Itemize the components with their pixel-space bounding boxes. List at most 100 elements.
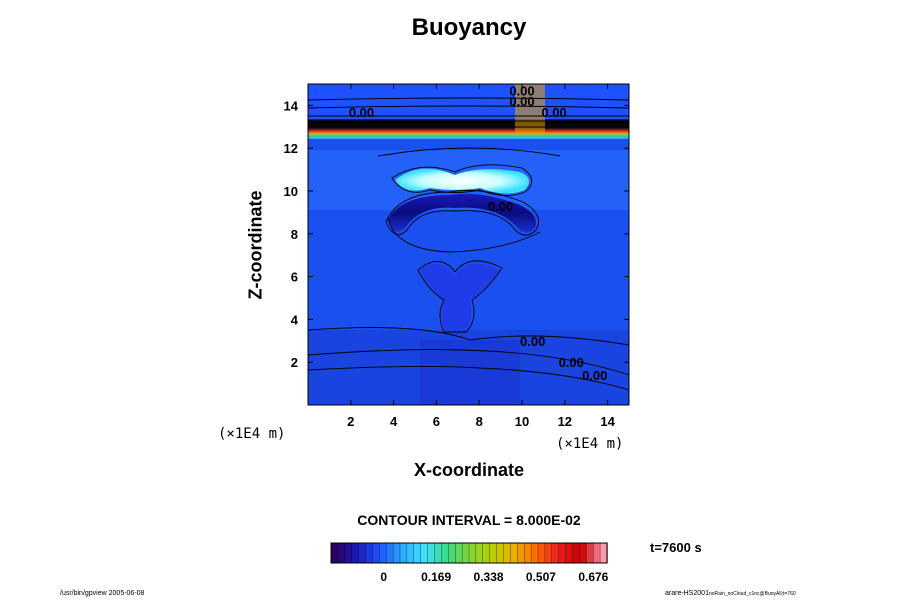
colorbar-cell bbox=[593, 542, 601, 564]
footer-right-sub: noRain_noCloud_c1nc@BuoyAll;t=760 bbox=[708, 591, 796, 597]
footer-left: /usr/bin/gpview 2005-06-08 bbox=[60, 590, 145, 597]
contour-line bbox=[308, 97, 629, 101]
contour-line bbox=[308, 349, 629, 376]
x-axis-label: X-coordinate bbox=[413, 460, 524, 480]
contour-label: 0.00 bbox=[559, 355, 584, 370]
colorbar-cell bbox=[475, 542, 484, 564]
colorbar-cell bbox=[399, 542, 408, 564]
colorbar-cell bbox=[420, 542, 429, 564]
colorbar-cell bbox=[441, 542, 449, 564]
y-tick-label: 4 bbox=[291, 312, 299, 327]
y-tick-label: 6 bbox=[291, 270, 298, 285]
contour-line bbox=[308, 327, 629, 346]
x-tick-label: 4 bbox=[390, 414, 398, 429]
colorbar-cell bbox=[558, 542, 567, 564]
colorbar-cell bbox=[358, 542, 367, 564]
x-tick-label: 14 bbox=[600, 414, 615, 429]
colorbar-cell bbox=[468, 542, 477, 564]
colorbar-cell bbox=[386, 542, 394, 564]
plume-stem bbox=[420, 263, 500, 330]
colorbar-cell bbox=[503, 542, 512, 564]
colorbar-cell bbox=[337, 542, 346, 564]
colorbar-cell bbox=[406, 542, 415, 564]
colorbar-tick-label: 0.338 bbox=[474, 570, 504, 584]
contour-line bbox=[308, 365, 629, 391]
contour-label: 0.00 bbox=[582, 368, 607, 383]
contour-label: 0.00 bbox=[541, 105, 566, 120]
colorbar-cell bbox=[599, 542, 608, 564]
cold-cap bbox=[395, 168, 529, 194]
colorbar-cell bbox=[489, 542, 498, 564]
x-tick-label: 10 bbox=[515, 414, 529, 429]
contour-line bbox=[377, 147, 561, 157]
footer-right: arare-HS2001noRain_noCloud_c1nc@BuoyAll;… bbox=[665, 590, 796, 597]
contour-line bbox=[385, 189, 540, 236]
colorbar-cell bbox=[448, 542, 456, 564]
y-tick-label: 14 bbox=[284, 98, 299, 113]
colorbar-cell bbox=[551, 542, 560, 564]
footer-right-main: arare-HS2001 bbox=[665, 590, 709, 597]
colorbar-tick-label: 0.507 bbox=[526, 570, 556, 584]
colorbar-tick-label: 0.169 bbox=[421, 570, 451, 584]
stratified-band bbox=[308, 119, 629, 139]
colorbar-tick-label: 0.676 bbox=[578, 570, 608, 584]
y-ticks-group: 2 4 6 8 10 12 14 bbox=[284, 98, 629, 370]
y-tick-label: 12 bbox=[284, 141, 298, 156]
colorbar-cell bbox=[365, 542, 374, 564]
vertical-streak bbox=[515, 84, 545, 134]
contour-label: 0.00 bbox=[349, 105, 374, 120]
colorbar-cell bbox=[413, 542, 422, 564]
x-tick-label: 6 bbox=[433, 414, 440, 429]
y-tick-label: 8 bbox=[291, 227, 298, 242]
warm-arch bbox=[388, 193, 536, 233]
colorbar-cell bbox=[524, 542, 532, 564]
y-tick-label: 10 bbox=[284, 184, 298, 199]
colorbar-cell bbox=[537, 542, 546, 564]
colorbar-tick-label: 0 bbox=[380, 570, 387, 584]
colorbar-cell bbox=[330, 542, 339, 564]
x-tick-label: 2 bbox=[347, 414, 354, 429]
contour-interval-label: CONTOUR INTERVAL = 8.000E-02 bbox=[357, 512, 581, 528]
contour-labels-group: 0.00 0.000.000.000.000.000.000.00 bbox=[349, 83, 608, 383]
x-axis-unit-right: (×1E4 m) bbox=[556, 436, 624, 452]
contour-line bbox=[308, 105, 629, 109]
colorbar-cell bbox=[351, 542, 360, 564]
upper-layer bbox=[308, 84, 629, 119]
plot-frame bbox=[307, 83, 630, 406]
colorbar-cell bbox=[572, 542, 581, 564]
x-axis-unit-left: (×1E4 m) bbox=[218, 426, 286, 442]
contour-line bbox=[417, 260, 503, 333]
contour-label: 0.00 bbox=[509, 83, 534, 98]
colorbar-cell bbox=[461, 542, 470, 564]
chart-title: Buoyancy bbox=[411, 14, 527, 41]
time-label: t=7600 s bbox=[650, 540, 702, 555]
contour-label: 0.00 bbox=[509, 94, 534, 109]
contour-line bbox=[387, 217, 541, 253]
colorbar-cell bbox=[544, 542, 553, 564]
colorbar-frame bbox=[330, 542, 608, 564]
colorbar-cell bbox=[496, 542, 505, 564]
contour-lines bbox=[308, 97, 629, 391]
colorbar-cell bbox=[427, 542, 436, 564]
contour-label: 0.00 bbox=[520, 334, 545, 349]
plume-base bbox=[420, 340, 520, 405]
colorbar-cell bbox=[510, 542, 518, 564]
colorbar-cell bbox=[344, 542, 353, 564]
colorbar-cell bbox=[379, 542, 387, 564]
x-ticks-group: 2 4 6 8 10 12 14 bbox=[347, 84, 616, 429]
colorbar-cell bbox=[455, 542, 463, 564]
colorbar-cell bbox=[530, 542, 539, 564]
colorbar-cell bbox=[565, 542, 574, 564]
contour-line bbox=[391, 164, 533, 196]
y-tick-label: 2 bbox=[291, 355, 298, 370]
contour-label: 0.00 bbox=[488, 199, 513, 214]
colorbar-group: 0 0.169 0.338 0.507 0.676 bbox=[330, 542, 609, 584]
colorbar-cell bbox=[517, 542, 525, 564]
colorbar-cell bbox=[434, 542, 443, 564]
colorbar-cell bbox=[372, 542, 380, 564]
x-tick-label: 8 bbox=[476, 414, 483, 429]
colorbar-cell bbox=[482, 542, 491, 564]
colorbar-cell bbox=[586, 542, 594, 564]
